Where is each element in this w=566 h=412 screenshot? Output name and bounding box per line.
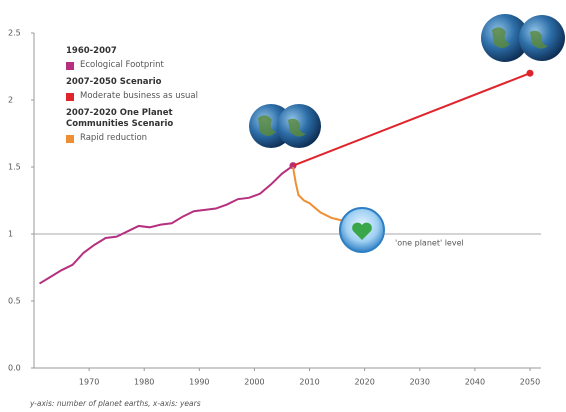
heart-badge (339, 207, 385, 253)
end-marker (526, 69, 534, 77)
legend-group: 2007-2050 Scenario (66, 77, 162, 87)
y-tick-label: 2 (8, 96, 13, 105)
earth-icons (249, 14, 565, 148)
y-tick-label: 0.0 (8, 364, 21, 373)
x-tick-label: 2050 (520, 378, 540, 387)
legend: 1960-2007 Ecological Footprint 2007-2050 S… (66, 40, 216, 144)
legend-swatch (66, 92, 74, 101)
x-tick-label: 1980 (134, 378, 154, 387)
legend-group: 2007-2020 One Planet Communities Scenari… (66, 108, 174, 129)
legend-item: Ecological Footprint (66, 60, 216, 71)
y-tick-label: 0.5 (8, 297, 21, 306)
x-tick-label: 1990 (189, 378, 209, 387)
legend-item: Moderate business as usual (66, 91, 216, 102)
legend-label: Ecological Footprint (80, 60, 164, 70)
legend-group: 1960-2007 (66, 46, 117, 56)
x-tick-label: 2010 (299, 378, 319, 387)
legend-label: Rapid reduction (80, 133, 148, 143)
y-tick-label: 2.5 (8, 29, 21, 38)
legend-swatch (66, 134, 74, 143)
x-tick-label: 1970 (79, 378, 99, 387)
y-tick-label: 1.5 (8, 163, 21, 172)
series-line (292, 72, 531, 167)
legend-item: Rapid reduction (66, 133, 216, 144)
x-tick-label: 2020 (354, 378, 374, 387)
legend-label: Moderate business as usual (80, 91, 198, 101)
x-tick-label: 2000 (244, 378, 264, 387)
series-line (38, 164, 294, 285)
caption: y-axis: number of planet earths, x-axis:… (29, 399, 201, 408)
x-tick-label: 2040 (465, 378, 485, 387)
y-tick-label: 1 (8, 230, 13, 239)
legend-swatch (66, 61, 74, 70)
reference-label: 'one planet' level (395, 239, 464, 248)
x-tick-label: 2030 (410, 378, 430, 387)
